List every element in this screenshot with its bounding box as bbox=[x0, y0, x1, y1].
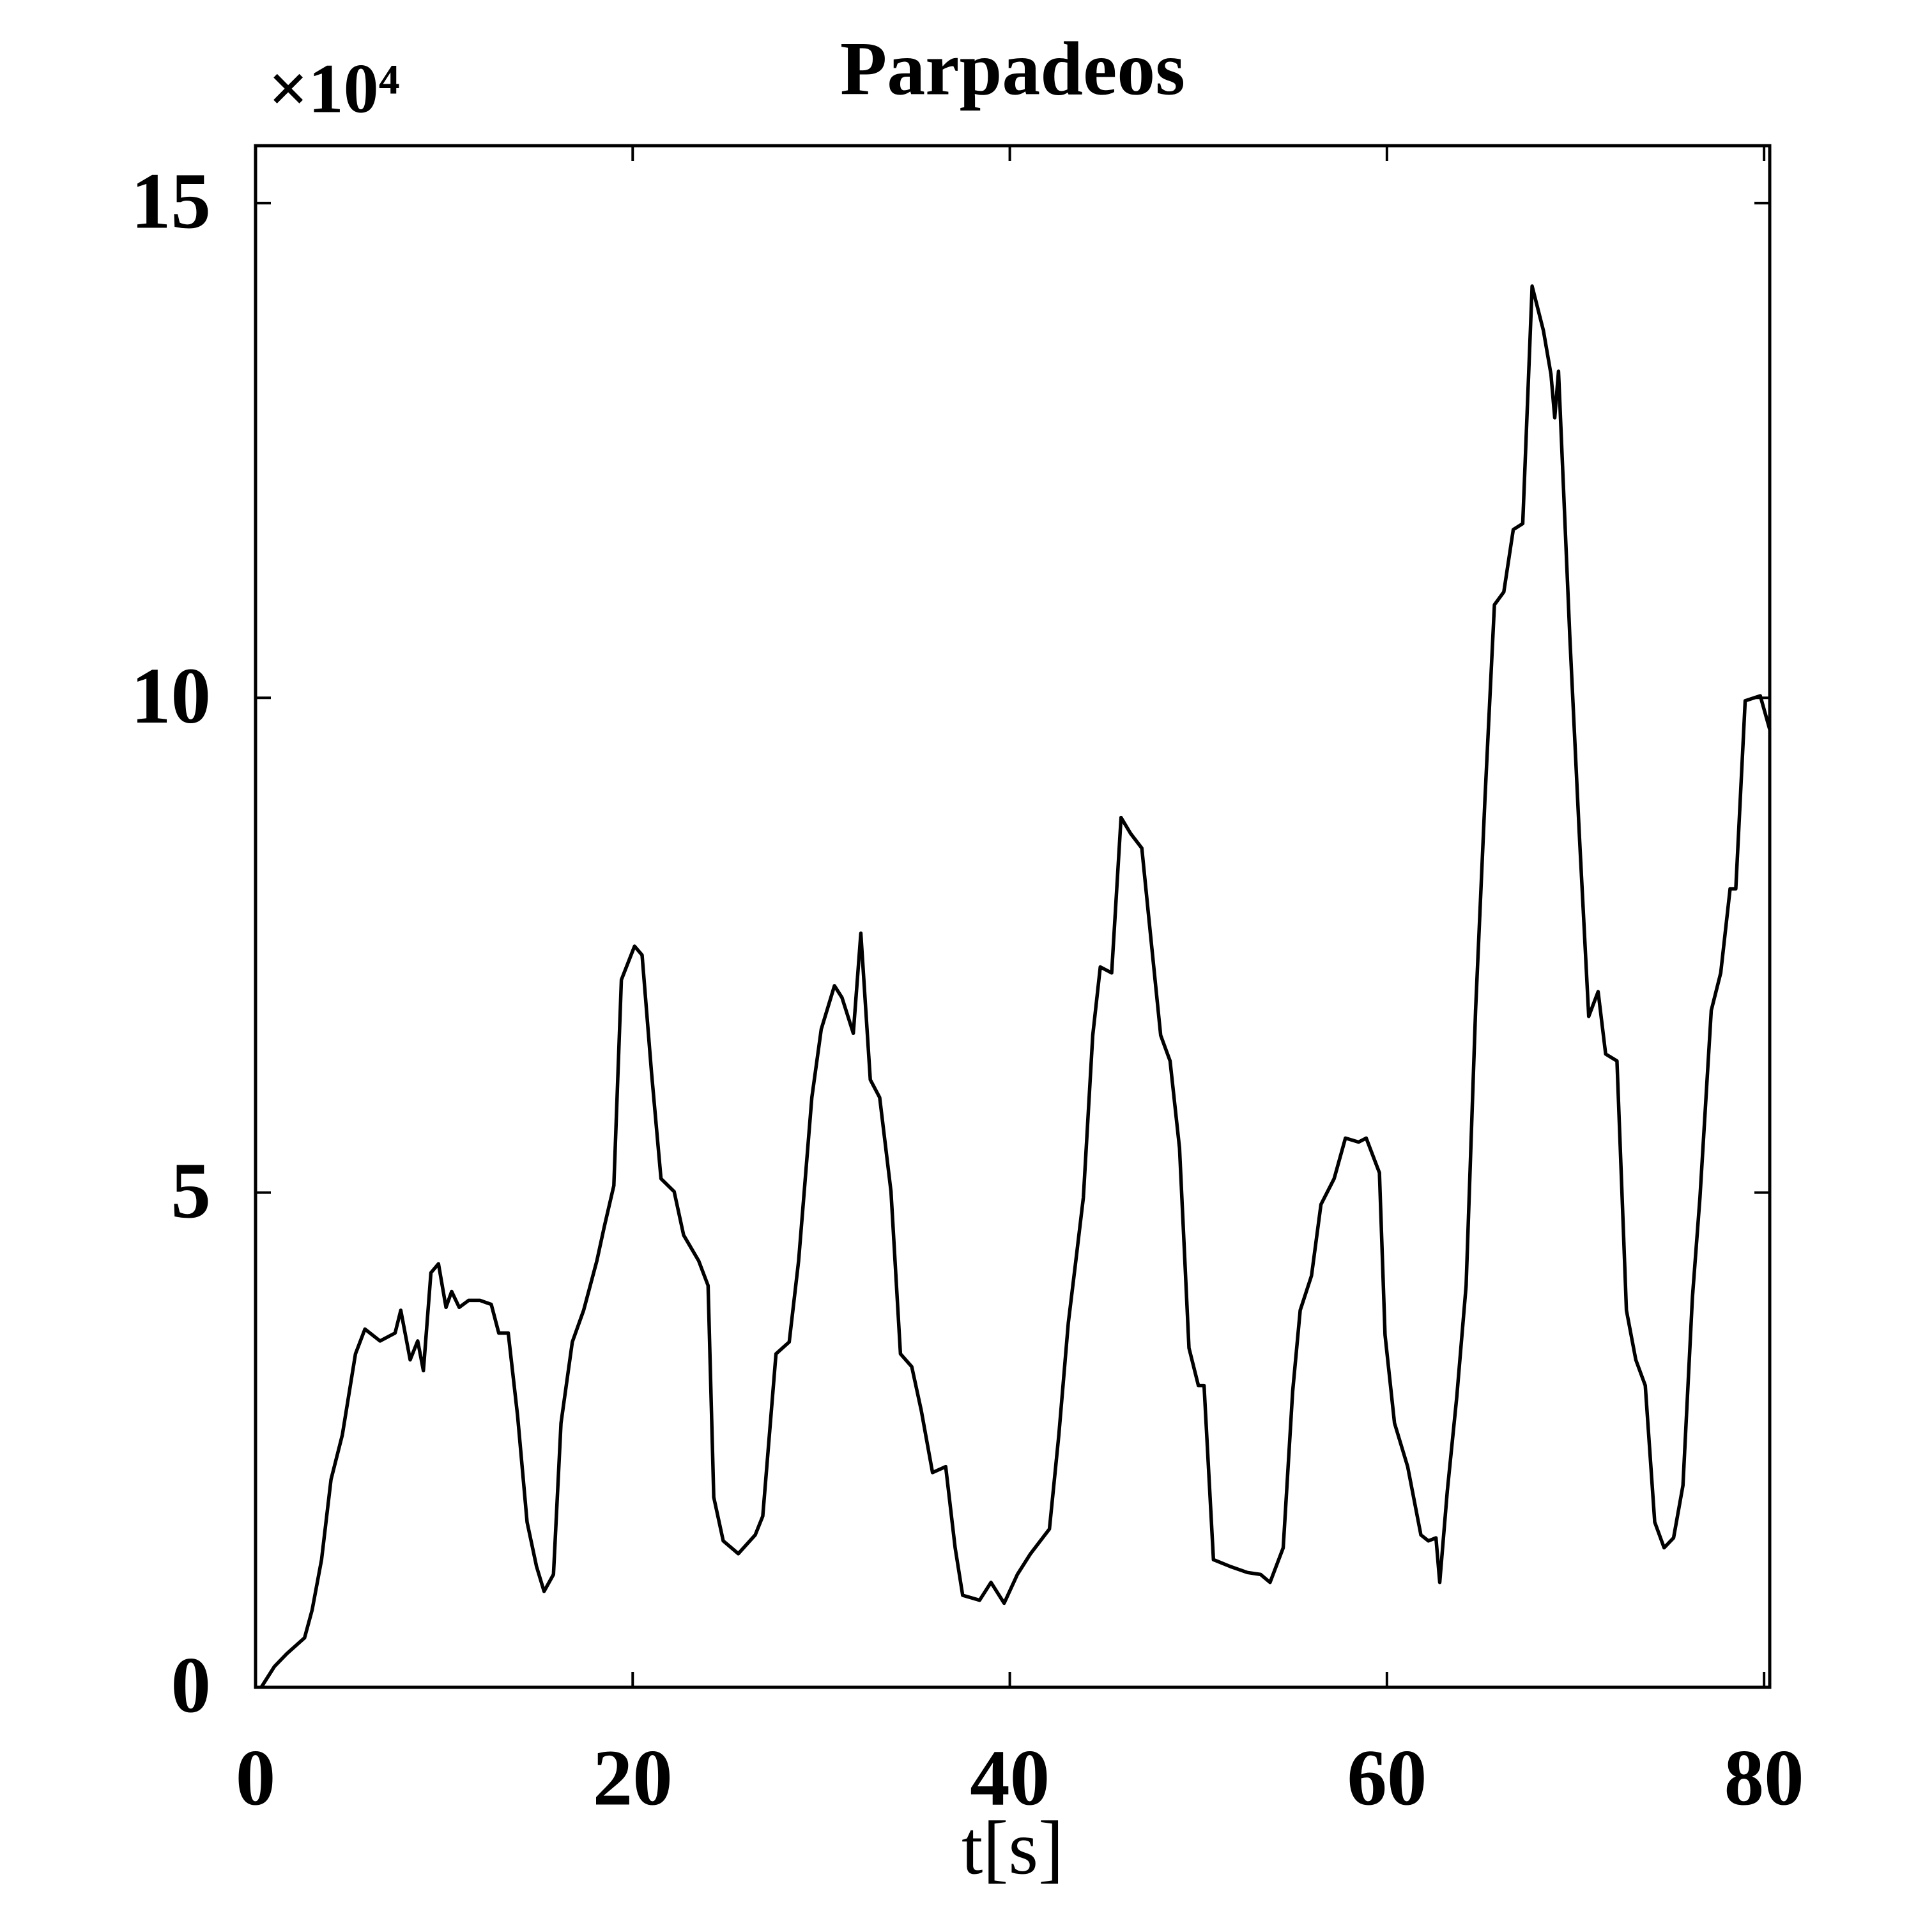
y-tick-label: 5 bbox=[171, 1147, 211, 1235]
x-axis-label: t[s] bbox=[962, 1805, 1064, 1890]
y-tick-label: 0 bbox=[171, 1642, 211, 1730]
y-tick-label: 10 bbox=[131, 652, 211, 740]
x-tick-label: 40 bbox=[970, 1735, 1050, 1823]
y-offset-text: ×10⁴ bbox=[268, 49, 400, 127]
data-line bbox=[259, 284, 1772, 1689]
x-tick-label: 20 bbox=[593, 1735, 673, 1823]
plot-frame bbox=[254, 144, 1772, 1689]
chart-title: Parpadeos bbox=[840, 26, 1185, 111]
y-tick-label: 15 bbox=[131, 158, 211, 246]
x-tick-label: 80 bbox=[1724, 1735, 1804, 1823]
x-tick-label: 0 bbox=[236, 1735, 276, 1823]
x-tick-label: 60 bbox=[1347, 1735, 1427, 1823]
